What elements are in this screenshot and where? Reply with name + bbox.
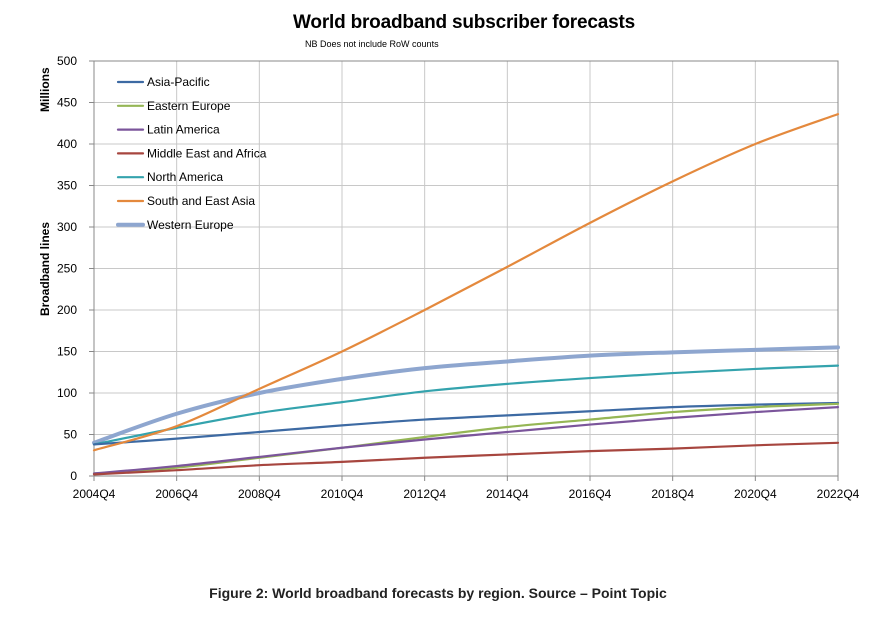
series-line-south-and-east-asia (92, 113, 840, 452)
legend-label: Western Europe (147, 218, 234, 232)
y-tick-label: 150 (57, 345, 77, 359)
y-tick-label: 400 (57, 137, 77, 151)
x-tick-label: 2012Q4 (403, 487, 446, 501)
legend-label: North America (147, 170, 223, 184)
legend-label: South and East Asia (147, 194, 255, 208)
series-line-western-europe (92, 345, 840, 445)
legend-label: Middle East and Africa (147, 146, 267, 160)
legend-label: Eastern Europe (147, 99, 231, 113)
x-tick-label: 2008Q4 (238, 487, 281, 501)
y-axis-unit-label: Millions (38, 67, 52, 112)
x-tick-label: 2016Q4 (569, 487, 612, 501)
series-lines (92, 113, 840, 476)
series-line-latin-america (92, 406, 840, 475)
figure-caption: Figure 2: World broadband forecasts by r… (209, 585, 667, 601)
y-tick-label: 50 (64, 428, 78, 442)
y-tick-label: 500 (57, 54, 77, 68)
series-line-middle-east-and-africa (92, 441, 840, 476)
legend-label: Asia-Pacific (147, 75, 210, 89)
series-line-north-america (92, 364, 840, 446)
x-tick-label: 2014Q4 (486, 487, 529, 501)
y-tick-label: 0 (70, 469, 77, 483)
y-tick-label: 450 (57, 96, 77, 110)
y-axis-label: Broadband lines (38, 222, 52, 316)
x-tick-label: 2010Q4 (321, 487, 364, 501)
x-tick-label: 2022Q4 (817, 487, 860, 501)
axes: 0 50 100 150 200 250 300 350 400 450 500 2004Q4 2006… (57, 54, 860, 501)
legend-label: Latin America (147, 123, 220, 137)
x-tick-label: 2004Q4 (73, 487, 116, 501)
legend: Asia-Pacific Eastern Europe Latin America M… (116, 75, 267, 232)
y-tick-label: 200 (57, 303, 77, 317)
chart-title: World broadband subscriber forecasts (293, 12, 635, 33)
series-line-eastern-europe (92, 402, 840, 475)
y-tick-label: 250 (57, 262, 77, 276)
x-tick-label: 2018Q4 (651, 487, 694, 501)
x-tick-label: 2006Q4 (155, 487, 198, 501)
x-tick-label: 2020Q4 (734, 487, 777, 501)
y-tick-label: 300 (57, 220, 77, 234)
series-line-asia-pacific (92, 401, 840, 446)
chart-subtitle: NB Does not include RoW counts (305, 39, 439, 49)
y-tick-label: 100 (57, 386, 77, 400)
y-tick-label: 350 (57, 179, 77, 193)
